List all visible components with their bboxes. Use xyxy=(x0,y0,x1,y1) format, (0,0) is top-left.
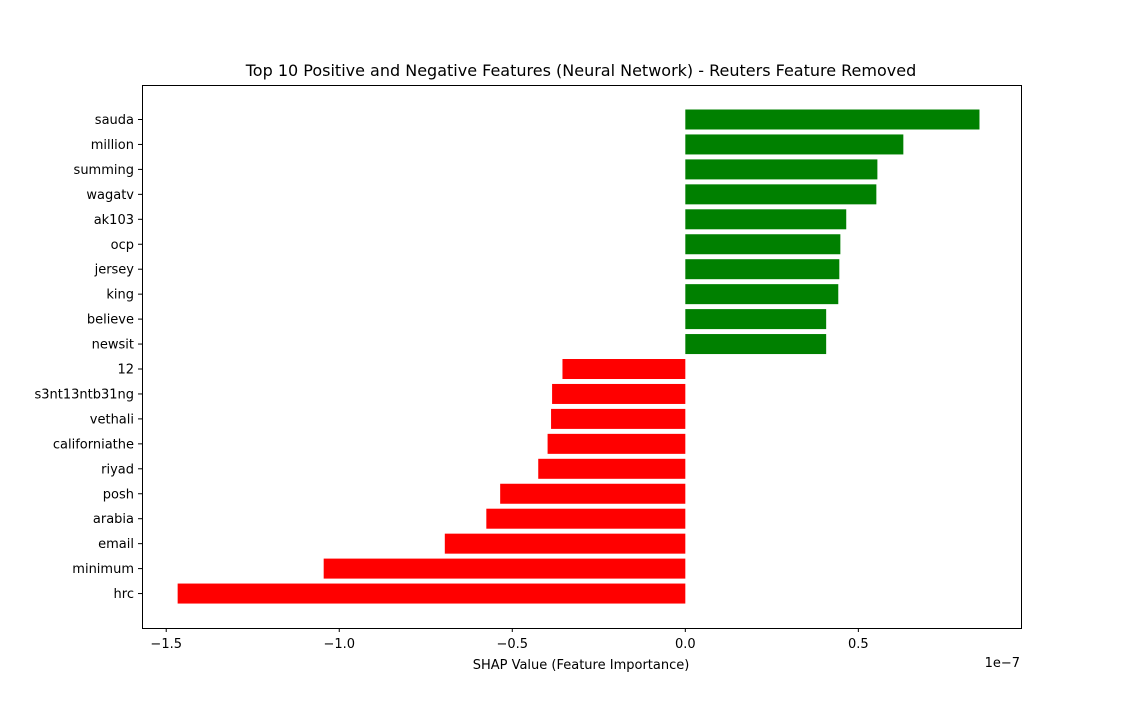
plot-area-frame xyxy=(142,85,1022,629)
bar-ocp xyxy=(685,234,841,255)
bar-riyad xyxy=(538,458,686,479)
y-tick-label: email xyxy=(98,537,134,552)
bar-12 xyxy=(562,359,686,379)
y-tick-label: arabia xyxy=(93,512,134,527)
bar-believe xyxy=(685,309,827,330)
y-tick-label: believe xyxy=(87,313,134,328)
y-tick-label: summing xyxy=(74,163,134,178)
bar-email xyxy=(444,533,686,554)
y-tick-label: million xyxy=(91,138,134,153)
x-axis-ticks: −1.5 −1.0 −0.5 0.0 0.5 xyxy=(150,628,869,652)
bar-ak103 xyxy=(685,209,847,230)
y-tick-label: vethali xyxy=(90,412,134,427)
y-tick-label: minimum xyxy=(72,562,134,577)
y-tick-label: hrc xyxy=(114,587,134,602)
y-tick-label: wagatv xyxy=(86,188,134,203)
bar-summing xyxy=(685,159,878,180)
chart-title: Top 10 Positive and Negative Features (N… xyxy=(245,61,917,80)
bar-wagatv xyxy=(685,184,877,205)
y-tick-label: californiathe xyxy=(53,437,134,452)
bar-newsit xyxy=(685,334,827,355)
bar-million xyxy=(685,134,904,155)
x-axis-label: SHAP Value (Feature Importance) xyxy=(473,658,690,673)
y-tick-label: posh xyxy=(103,487,134,502)
y-tick-label: sauda xyxy=(95,113,134,128)
bar-sauda xyxy=(685,109,980,130)
y-tick-label: riyad xyxy=(101,462,134,477)
y-axis-ticks: sauda million summing wagatv ak103 ocp jersey k… xyxy=(34,113,142,602)
bar-californiathe xyxy=(547,433,686,454)
bar-s3nt13ntb31ng xyxy=(552,383,686,404)
y-tick-label: 12 xyxy=(117,363,134,378)
y-tick-label: king xyxy=(106,288,134,303)
y-tick-label: ak103 xyxy=(94,213,134,228)
x-tick-label: 0.0 xyxy=(675,637,696,652)
y-tick-label: newsit xyxy=(92,338,134,353)
y-tick-label: s3nt13ntb31ng xyxy=(34,387,134,402)
bar-vethali xyxy=(551,408,686,429)
bar-hrc xyxy=(177,583,686,604)
bar-minimum xyxy=(323,558,686,579)
bar-posh xyxy=(500,483,686,504)
bar-arabia xyxy=(486,508,686,529)
y-tick-label: ocp xyxy=(111,238,134,253)
x-tick-label: −0.5 xyxy=(496,637,528,652)
bars-group xyxy=(177,109,980,604)
x-tick-label: 0.5 xyxy=(848,637,869,652)
x-tick-label: −1.5 xyxy=(150,637,182,652)
x-tick-label: −1.0 xyxy=(323,637,355,652)
bar-king xyxy=(685,284,839,305)
y-tick-label: jersey xyxy=(94,263,135,278)
bar-jersey xyxy=(685,259,840,280)
x-axis-scale-label: 1e−7 xyxy=(985,656,1020,671)
